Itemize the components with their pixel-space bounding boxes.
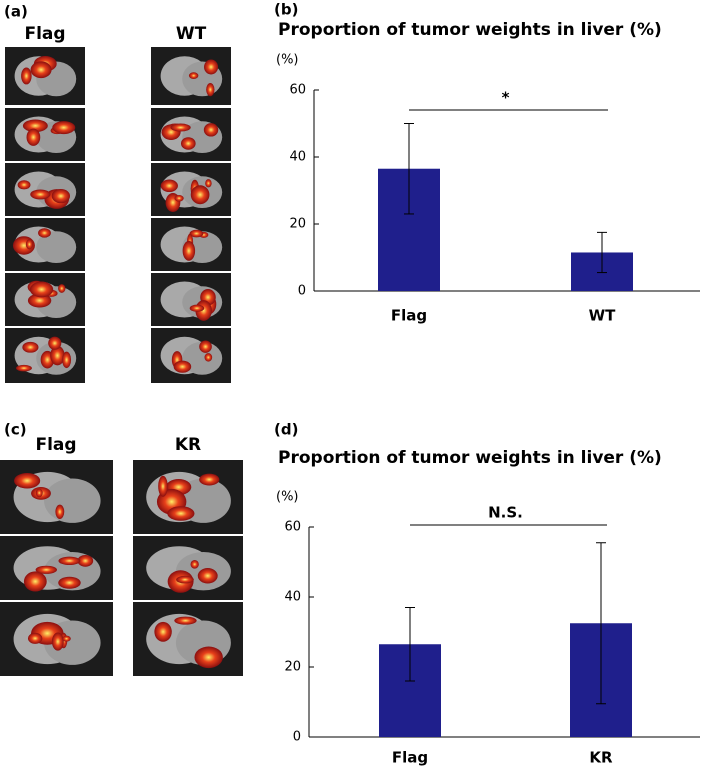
- error-bar: [596, 542, 606, 705]
- y-tick-label: 60: [289, 83, 306, 98]
- tumor-signal: [17, 180, 31, 190]
- column-label: Flag: [35, 435, 76, 455]
- tumor-signal: [205, 179, 212, 188]
- tumor-signal: [203, 123, 219, 137]
- tumor-signal: [48, 336, 62, 350]
- column-label: Flag: [24, 24, 65, 44]
- y-axis-label: (%): [276, 490, 299, 505]
- tumor-signal: [27, 632, 43, 644]
- significance-label: N.S.: [488, 504, 523, 522]
- y-tick-label: 20: [284, 660, 301, 675]
- tumor-signal: [167, 506, 195, 521]
- tumor-signal: [51, 188, 71, 204]
- error-bar: [597, 231, 607, 274]
- tumor-signal: [35, 565, 57, 574]
- tumor-signal: [30, 61, 52, 79]
- liver-tissue: [44, 478, 101, 523]
- tumor-signal: [174, 616, 197, 625]
- tumor-signal: [188, 72, 199, 80]
- error-bar: [404, 123, 414, 215]
- x-tick-label: Flag: [392, 749, 428, 767]
- panel-label: (d): [274, 421, 298, 439]
- tumor-signal: [180, 137, 196, 150]
- panel-label: (c): [4, 421, 27, 439]
- tumor-signal: [35, 488, 43, 498]
- y-tick-label: 40: [284, 590, 301, 605]
- tumor-signal: [204, 59, 219, 75]
- tumor-signal: [190, 560, 199, 569]
- tumor-signal: [190, 185, 210, 205]
- tumor-signal: [204, 353, 213, 362]
- column-label: KR: [175, 435, 201, 455]
- tumor-signal: [22, 119, 48, 133]
- tumor-signal: [158, 475, 168, 497]
- panel-label: (b): [274, 1, 298, 19]
- tumor-signal: [199, 340, 212, 353]
- tumor-signal: [51, 632, 64, 651]
- tumor-signal: [29, 281, 54, 298]
- tumor-signal: [58, 556, 81, 566]
- y-tick-label: 0: [293, 730, 301, 745]
- y-tick-label: 20: [289, 217, 306, 232]
- tumor-signal: [58, 284, 66, 293]
- tumor-signal: [77, 554, 94, 567]
- chart-title: Proportion of tumor weights in liver (%): [278, 20, 662, 40]
- tumor-signal: [23, 571, 47, 592]
- tumor-signal: [160, 179, 178, 193]
- tumor-signal: [176, 575, 194, 584]
- tumor-signal: [25, 239, 33, 250]
- tumor-signal: [182, 240, 196, 261]
- x-tick-label: KR: [589, 749, 613, 767]
- panel-label: (a): [4, 3, 28, 21]
- tumor-signal: [52, 121, 76, 135]
- tumor-signal: [189, 229, 204, 238]
- tumor-signal: [27, 293, 52, 308]
- tumor-signal: [62, 351, 72, 369]
- tumor-signal: [21, 67, 32, 85]
- liver-tissue: [36, 231, 77, 264]
- tumor-signal: [58, 576, 81, 589]
- tumor-signal: [197, 568, 218, 584]
- tumor-signal: [26, 128, 41, 146]
- chart-title: Proportion of tumor weights in liver (%): [278, 448, 662, 468]
- tumor-signal: [199, 473, 220, 486]
- column-label: WT: [176, 24, 207, 44]
- error-bar: [405, 607, 415, 682]
- tumor-signal: [194, 646, 223, 669]
- y-axis-label: (%): [276, 53, 299, 68]
- tumor-signal: [55, 504, 65, 520]
- tumor-signal: [62, 635, 71, 642]
- tumor-signal: [206, 83, 215, 97]
- significance-label: *: [502, 89, 510, 107]
- tumor-signal: [189, 304, 205, 312]
- x-tick-label: Flag: [391, 307, 427, 325]
- y-tick-label: 60: [284, 520, 301, 535]
- tumor-signal: [14, 473, 41, 489]
- tumor-signal: [154, 621, 172, 642]
- tumor-signal: [22, 341, 39, 353]
- liver-tissue: [182, 341, 223, 375]
- tumor-signal: [30, 189, 51, 200]
- y-tick-label: 0: [298, 284, 306, 299]
- tumor-signal: [174, 194, 184, 202]
- tumor-signal: [38, 228, 51, 238]
- tumor-signal: [170, 123, 191, 132]
- y-tick-label: 40: [289, 150, 306, 165]
- tumor-signal: [173, 360, 192, 373]
- tumor-signal: [50, 345, 65, 366]
- tumor-signal: [16, 364, 32, 372]
- x-tick-label: WT: [589, 307, 617, 325]
